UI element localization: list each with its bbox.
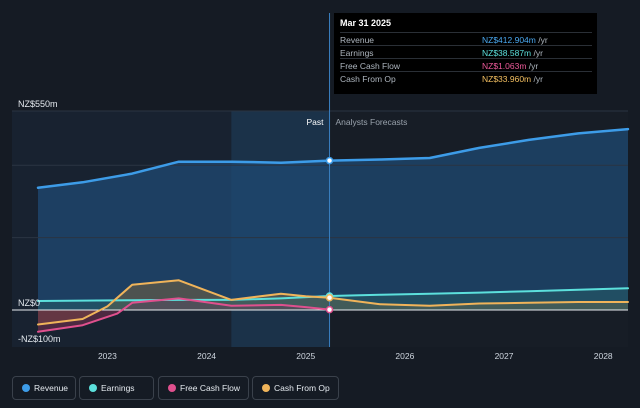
tooltip-value: NZ$38.587m /yr xyxy=(482,48,543,58)
tooltip-value: NZ$1.063m /yr xyxy=(482,61,539,71)
tooltip-date: Mar 31 2025 xyxy=(340,18,392,28)
free-cash-flow-area xyxy=(38,298,330,332)
legend-label: Free Cash Flow xyxy=(180,383,240,393)
tooltip-value: NZ$33.960m /yr xyxy=(482,74,543,84)
x-tick-label: 2024 xyxy=(197,351,216,361)
tooltip-label: Free Cash Flow xyxy=(340,61,400,71)
legend-item-cash-from-op[interactable]: Cash From Op xyxy=(252,376,339,400)
legend-label: Cash From Op xyxy=(274,383,330,393)
free-cash-flow-marker xyxy=(325,305,334,314)
legend-item-revenue[interactable]: Revenue xyxy=(12,376,76,400)
legend-dot-icon xyxy=(89,384,97,392)
y-tick-label: NZ$0 xyxy=(18,298,40,308)
legend-dot-icon xyxy=(22,384,30,392)
cash-from-op-area xyxy=(38,280,628,325)
tooltip-label: Cash From Op xyxy=(340,74,396,84)
tooltip: Mar 31 2025 Revenue NZ$412.904m /yr Earn… xyxy=(334,13,597,94)
revenue-marker xyxy=(325,156,334,165)
tooltip-row-earnings: Earnings NZ$38.587m /yr xyxy=(340,45,592,59)
past-label: Past xyxy=(307,117,325,127)
forecast-label: Analysts Forecasts xyxy=(336,117,408,127)
legend-item-free-cash-flow[interactable]: Free Cash Flow xyxy=(158,376,249,400)
tooltip-row-free-cash-flow: Free Cash Flow NZ$1.063m /yr xyxy=(340,58,592,72)
free-cash-flow-line xyxy=(37,297,331,333)
tooltip-row-revenue: Revenue NZ$412.904m /yr xyxy=(340,32,592,46)
revenue-area xyxy=(38,129,628,310)
tooltip-value: NZ$412.904m /yr xyxy=(482,35,548,45)
y-tick-label: NZ$550m xyxy=(18,99,58,109)
x-tick-label: 2027 xyxy=(495,351,514,361)
x-tick-label: 2026 xyxy=(395,351,414,361)
cash-from-op-line xyxy=(37,279,629,326)
x-tick-label: 2025 xyxy=(296,351,315,361)
tooltip-label: Earnings xyxy=(340,48,374,58)
x-tick-label: 2028 xyxy=(594,351,613,361)
legend-label: Earnings xyxy=(101,383,135,393)
legend-dot-icon xyxy=(168,384,176,392)
tooltip-label: Revenue xyxy=(340,35,375,45)
y-tick-label: -NZ$100m xyxy=(18,334,61,344)
legend-label: Revenue xyxy=(34,383,69,393)
legend-dot-icon xyxy=(262,384,270,392)
cash-from-op-marker xyxy=(325,293,334,302)
x-tick-label: 2023 xyxy=(98,351,117,361)
legend-item-earnings[interactable]: Earnings xyxy=(79,376,154,400)
tooltip-row-cash-from-op: Cash From Op NZ$33.960m /yr xyxy=(340,71,592,85)
